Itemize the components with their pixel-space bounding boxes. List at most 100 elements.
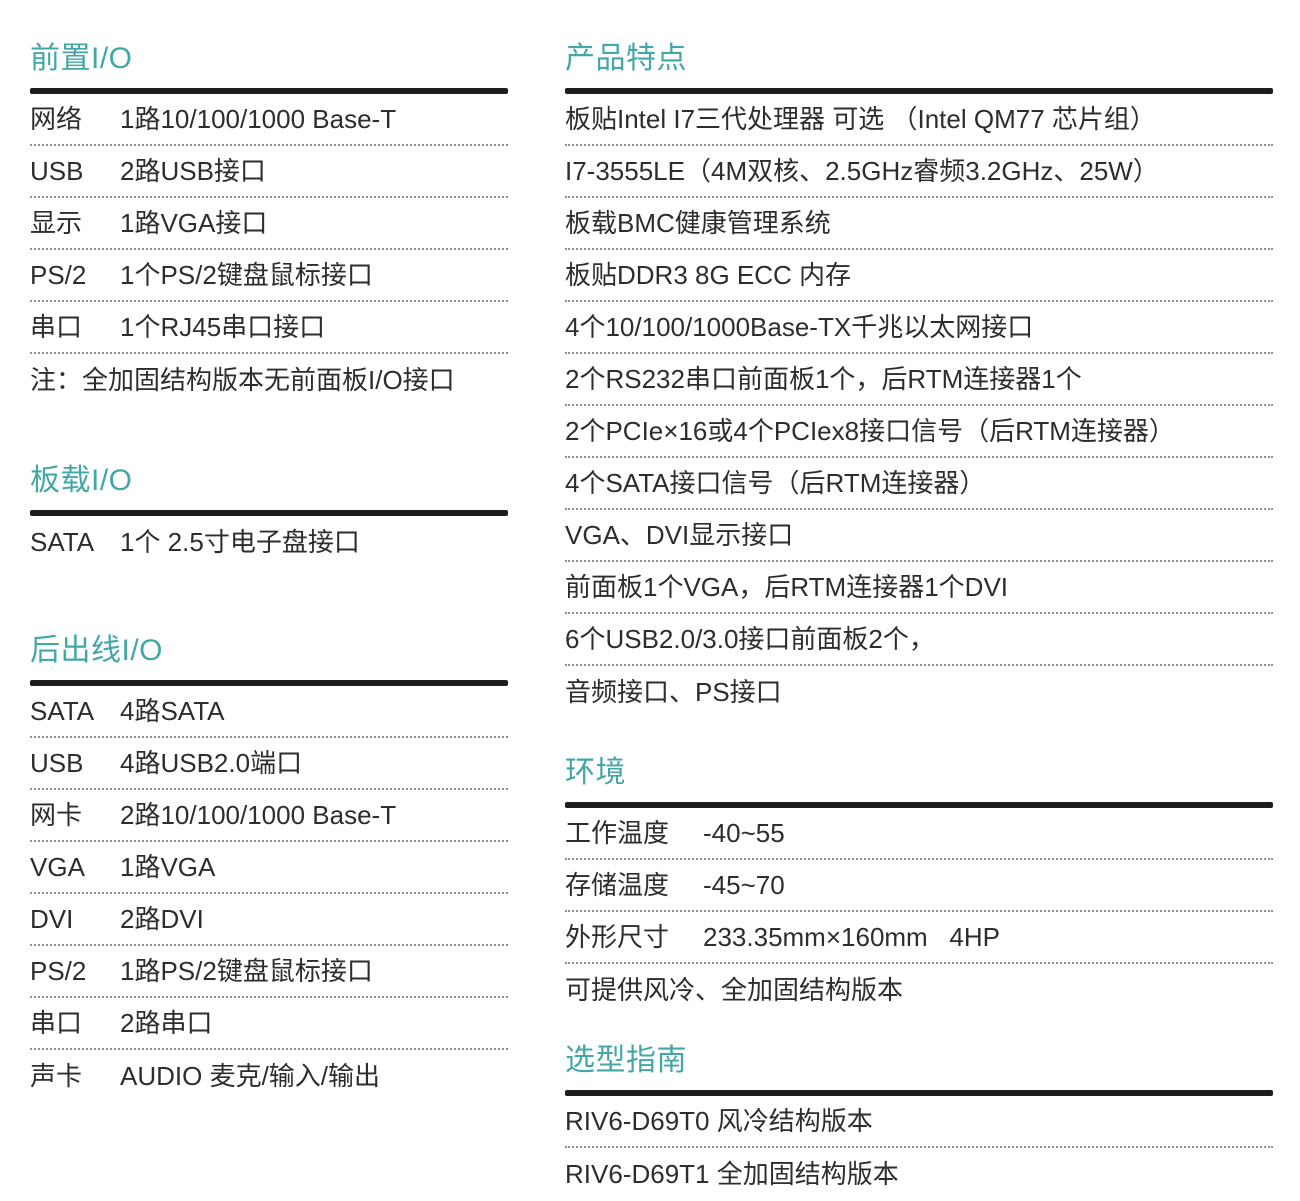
spec-row: 串口 2路串口 [30,998,508,1050]
spec-value: 板载BMC健康管理系统 [565,208,831,238]
spec-row: SATA 1个 2.5寸电子盘接口 [30,516,508,568]
spec-row: 网络 1路10/100/1000 Base-T [30,94,508,146]
spec-row: 可提供风冷、全加固结构版本 [565,964,1273,1016]
spec-row: 6个USB2.0/3.0接口前面板2个， [565,614,1273,666]
spec-row: 注：全加固结构版本无前面板I/O接口 [30,354,508,406]
spec-value: I7-3555LE（4M双核、2.5GHz睿频3.2GHz、25W） [565,156,1159,186]
spec-value: 1个 2.5寸电子盘接口 [120,527,360,557]
spec-row: 板贴Intel I7三代处理器 可选 （Intel QM77 芯片组） [565,94,1273,146]
spec-row: 4个10/100/1000Base-TX千兆以太网接口 [565,302,1273,354]
spec-row: 串口 1个RJ45串口接口 [30,302,508,354]
spec-value: 2路10/100/1000 Base-T [120,800,397,830]
spec-row: USB 2路USB接口 [30,146,508,198]
spec-value: 1个RJ45串口接口 [120,312,326,342]
spec-value: AUDIO 麦克/输入/输出 [120,1061,381,1091]
spec-row: 前面板1个VGA，后RTM连接器1个DVI [565,562,1273,614]
section-title: 环境 [565,756,626,789]
section-title: 前置I/O [30,42,133,75]
spec-section: 前置I/O 网络 1路10/100/1000 Base-T USB 2路USB接口显示 1… [30,40,508,406]
spec-value: 前面板1个VGA，后RTM连接器1个DVI [565,572,1009,602]
spec-value: 1路10/100/1000 Base-T [120,104,397,134]
spec-value: 音频接口、PS接口 [565,677,782,707]
spec-label: 网络 [30,104,83,134]
section-rule [30,510,508,516]
spec-label: SATA [30,696,95,726]
spec-label: 声卡 [30,1061,83,1091]
spec-value: 1路VGA接口 [120,208,268,238]
spec-row: 工作温度 -40~55 [565,808,1273,860]
spec-label: SATA [30,527,95,557]
spec-rows: 工作温度 -40~55 存储温度 -45~70 外形尺寸 233.35mm×160mm 4… [565,808,1273,1016]
spec-value: 1个PS/2键盘鼠标接口 [120,260,373,290]
spec-label: DVI [30,904,74,934]
section-rule [565,88,1273,94]
section-rule [565,802,1273,808]
spec-row: 2个RS232串口前面板1个，后RTM连接器1个 [565,354,1273,406]
spec-value: 1路PS/2键盘鼠标接口 [120,956,373,986]
spec-value: 4个10/100/1000Base-TX千兆以太网接口 [565,312,1034,342]
right-spec-column: 产品特点 板贴Intel I7三代处理器 可选 （Intel QM77 芯片组） I… [565,0,1273,1200]
spec-label: 工作温度 [565,818,670,848]
spec-section: 环境工作温度 -40~55 存储温度 -45~70 外形尺寸 233.35mm×160mm… [565,754,1273,1016]
spec-row: VGA 1路VGA [30,842,508,894]
section-title: 选型指南 [565,1044,687,1077]
spec-row: I7-3555LE（4M双核、2.5GHz睿频3.2GHz、25W） [565,146,1273,198]
spec-value: 2个PCIe×16或4个PCIex8接口信号（后RTM连接器） [565,416,1175,446]
spec-row: 板贴DDR3 8G ECC 内存 [565,250,1273,302]
spec-section: 后出线I/O SATA 4路SATA USB 4路USB2.0端口网卡 2路10/100/… [30,632,508,1102]
spec-value: 4路USB2.0端口 [120,748,303,778]
spec-value: 4个SATA接口信号（后RTM连接器） [565,468,986,498]
spec-rows: SATA 4路SATA USB 4路USB2.0端口网卡 2路10/100/1000 B… [30,686,508,1102]
spec-row: RIV6-D69T1 全加固结构版本 [565,1148,1273,1200]
spec-rows: SATA 1个 2.5寸电子盘接口 [30,516,508,568]
spec-label: 网卡 [30,800,83,830]
spec-value: -40~55 [703,818,785,848]
spec-label: 串口 [30,312,83,342]
spec-value: RIV6-D69T1 全加固结构版本 [565,1159,899,1189]
spec-value: 2路串口 [120,1008,213,1038]
spec-row: SATA 4路SATA [30,686,508,738]
section-rule [565,1090,1273,1096]
spec-row: 存储温度 -45~70 [565,860,1273,912]
spec-row: 显示 1路VGA接口 [30,198,508,250]
section-title: 板载I/O [30,464,133,497]
spec-label: 串口 [30,1008,83,1038]
spec-section: 板载I/O SATA 1个 2.5寸电子盘接口 [30,462,508,568]
spec-value: 6个USB2.0/3.0接口前面板2个， [565,624,935,654]
spec-section: 选型指南 RIV6-D69T0 风冷结构版本 RIV6-D69T1 全加固结构版本 [565,1042,1273,1200]
spec-value: 233.35mm×160mm 4HP [703,922,1000,952]
spec-row: 外形尺寸 233.35mm×160mm 4HP [565,912,1273,964]
spec-row: 声卡 AUDIO 麦克/输入/输出 [30,1050,508,1102]
spec-value: RIV6-D69T0 风冷结构版本 [565,1106,873,1136]
spec-section: 产品特点 板贴Intel I7三代处理器 可选 （Intel QM77 芯片组） I… [565,40,1273,718]
section-rule [30,88,508,94]
spec-value: 4路SATA [120,696,225,726]
spec-label: USB [30,156,84,186]
spec-value: 1路VGA [120,852,216,882]
spec-rows: 板贴Intel I7三代处理器 可选 （Intel QM77 芯片组） I7-35… [565,94,1273,718]
spec-label: VGA [30,852,85,882]
spec-row: 4个SATA接口信号（后RTM连接器） [565,458,1273,510]
spec-value: 板贴DDR3 8G ECC 内存 [565,260,852,290]
spec-row: 音频接口、PS接口 [565,666,1273,718]
spec-row: VGA、DVI显示接口 [565,510,1273,562]
spec-label: USB [30,748,84,778]
left-spec-column: 前置I/O 网络 1路10/100/1000 Base-T USB 2路USB接口显示 1… [30,0,508,1102]
spec-label: 外形尺寸 [565,922,670,952]
spec-row: PS/2 1个PS/2键盘鼠标接口 [30,250,508,302]
spec-row: 网卡 2路10/100/1000 Base-T [30,790,508,842]
spec-label: PS/2 [30,956,87,986]
spec-value: 注：全加固结构版本无前面板I/O接口 [30,365,455,395]
spec-value: 2路USB接口 [120,156,266,186]
spec-label: PS/2 [30,260,87,290]
spec-value: 2路DVI [120,904,204,934]
section-title: 后出线I/O [30,634,164,667]
spec-rows: RIV6-D69T0 风冷结构版本 RIV6-D69T1 全加固结构版本 [565,1096,1273,1200]
spec-value: -45~70 [703,870,785,900]
spec-value: VGA、DVI显示接口 [565,520,794,550]
spec-label: 存储温度 [565,870,670,900]
spec-row: 板载BMC健康管理系统 [565,198,1273,250]
spec-row: DVI 2路DVI [30,894,508,946]
spec-row: 2个PCIe×16或4个PCIex8接口信号（后RTM连接器） [565,406,1273,458]
